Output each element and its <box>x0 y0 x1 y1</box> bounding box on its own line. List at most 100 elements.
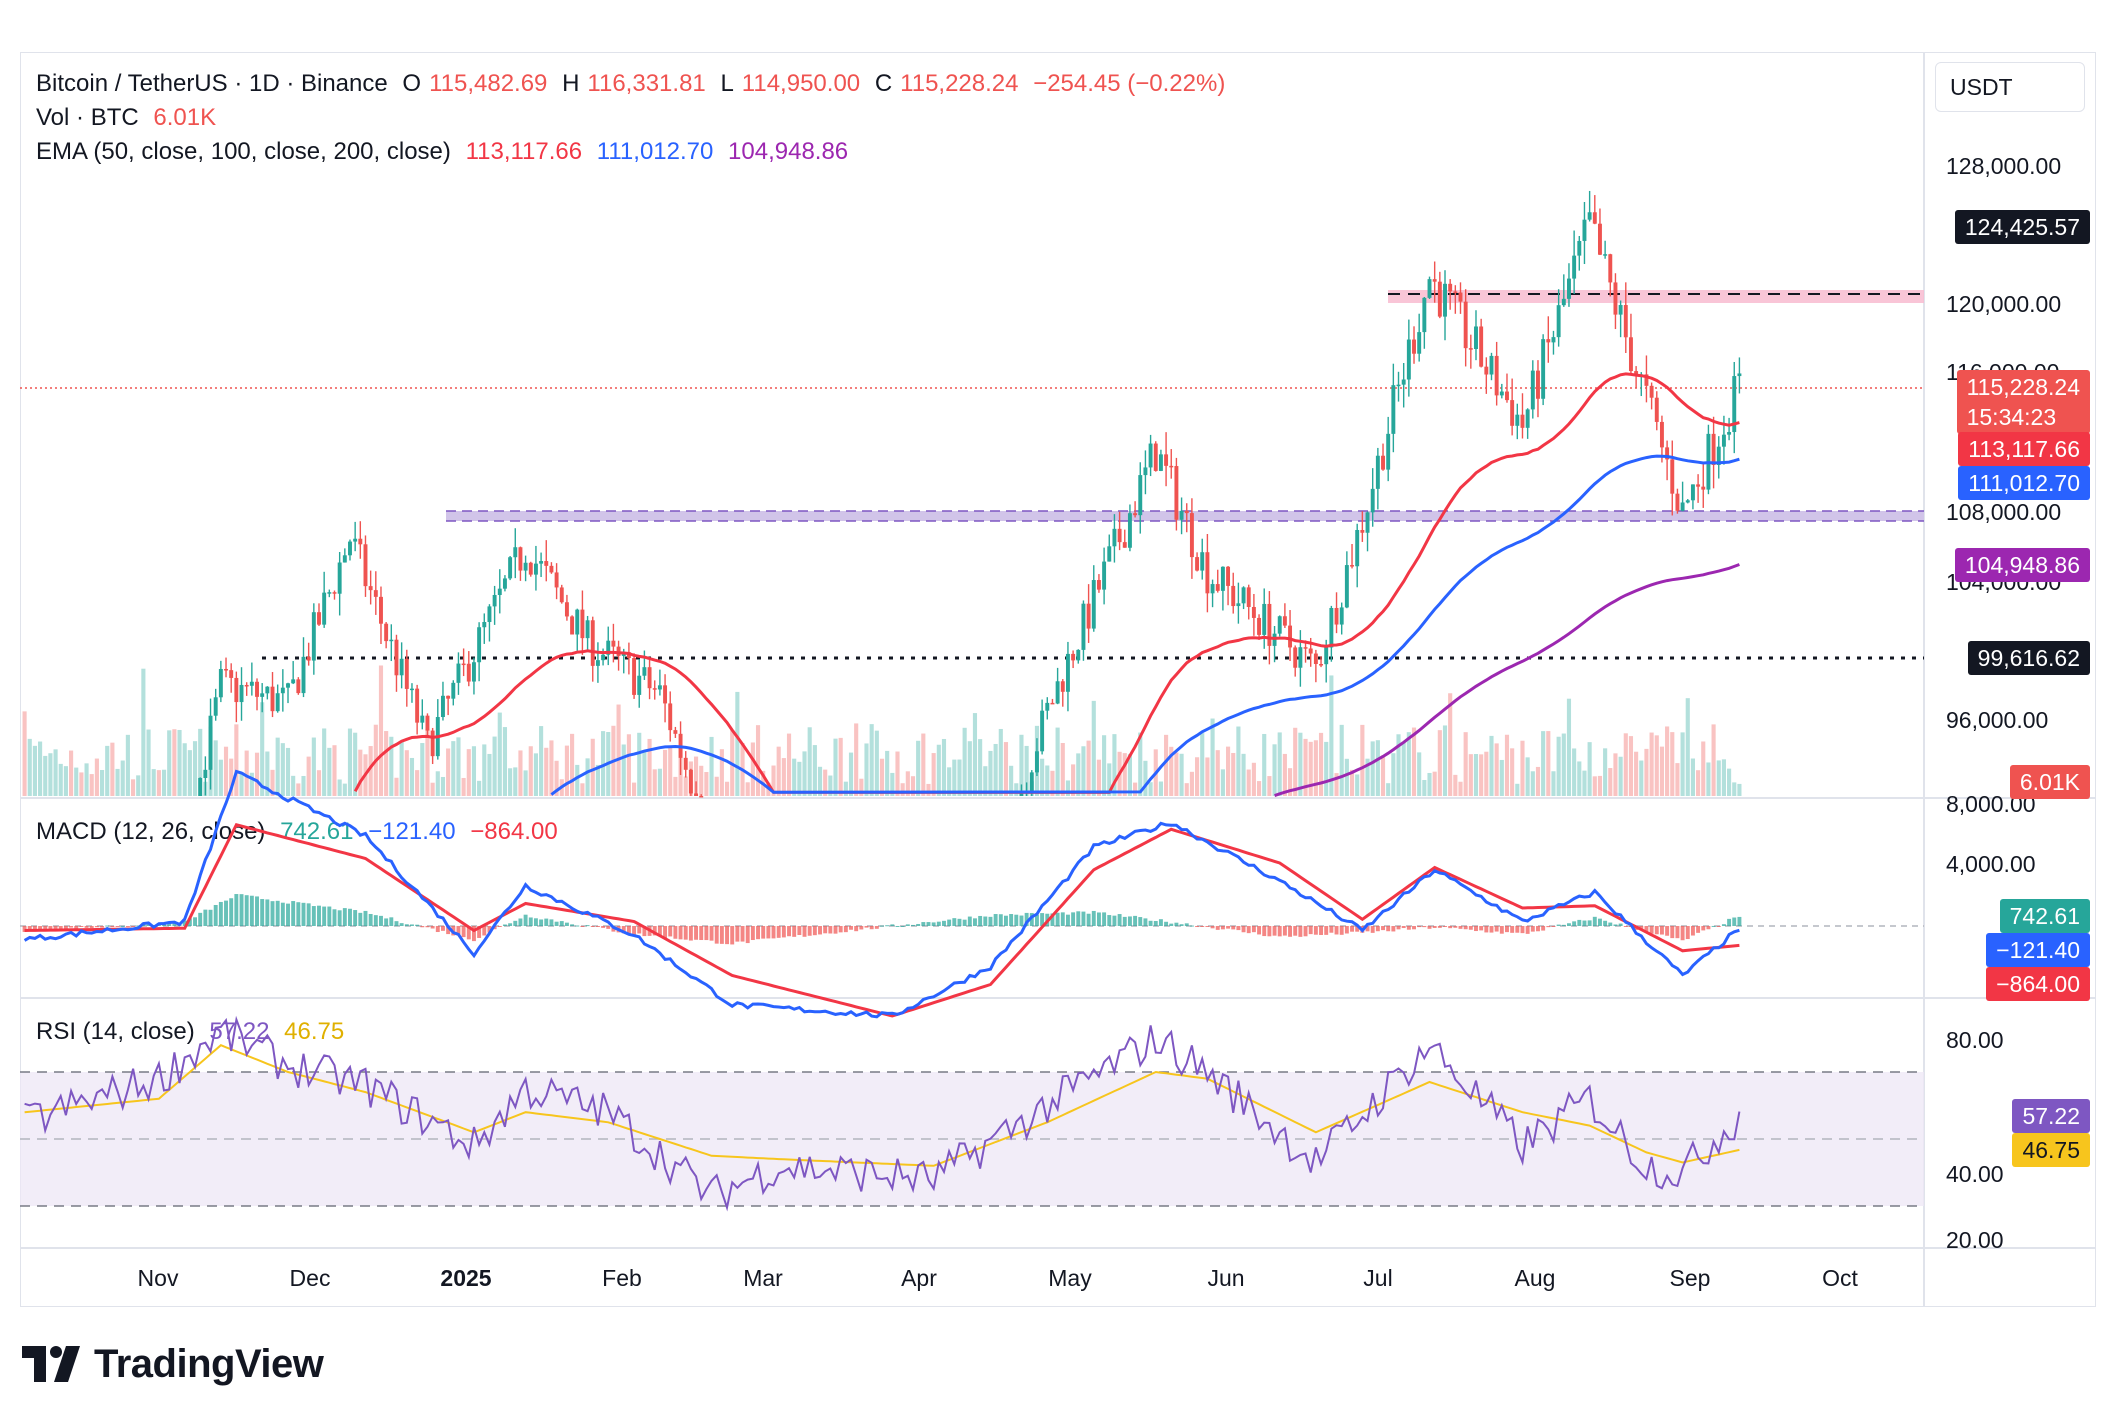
candle-body <box>1484 366 1489 375</box>
macd-histogram-bar <box>1505 926 1509 933</box>
rsi-value-tag: 57.22 <box>2012 1099 2090 1133</box>
low-value: 114,950.00 <box>741 70 861 97</box>
volume-bar <box>1360 724 1365 796</box>
macd-plot[interactable] <box>22 769 1742 1019</box>
volume-bar <box>1386 783 1391 796</box>
candle-body <box>595 660 600 666</box>
candle-body <box>384 623 389 642</box>
macd-histogram-bar <box>187 918 192 926</box>
macd-histogram-bar <box>1086 913 1091 926</box>
symbol-title[interactable]: Bitcoin / TetherUS · 1D · Binance <box>36 70 388 97</box>
currency-button[interactable]: USDT <box>1935 62 2085 112</box>
support-zone[interactable] <box>446 511 1924 521</box>
candle-body <box>570 616 575 635</box>
ath-price-tag: 124,425.57 <box>1954 210 2090 244</box>
volume-bar <box>1442 725 1448 796</box>
volume-bar <box>539 726 544 796</box>
candle-body <box>606 640 611 655</box>
candle-body <box>1288 625 1293 648</box>
candle-body <box>652 688 657 690</box>
volume-bar <box>632 782 637 796</box>
volume-bar <box>285 747 291 796</box>
ema-label[interactable]: EMA (50, close, 100, close, 200, close) <box>36 138 451 165</box>
ema-lines[interactable] <box>353 372 1740 798</box>
macd-histogram-bar <box>1288 926 1293 937</box>
volume-bar <box>1003 742 1009 796</box>
time-tick: Nov <box>138 1265 179 1291</box>
volume-bar <box>936 744 941 796</box>
volume-bar <box>724 781 730 796</box>
macd-histogram-bar <box>1319 926 1324 935</box>
macd-histogram-bar <box>1148 920 1153 926</box>
macd-histogram-bar <box>1267 926 1272 937</box>
macd-histogram-bar <box>745 926 750 944</box>
candle-body <box>626 652 631 659</box>
macd-histogram-bar <box>936 921 941 926</box>
macd-histogram-bar <box>1716 926 1721 927</box>
volume-bar <box>1396 734 1401 796</box>
candle-body <box>1489 355 1494 375</box>
volume-bar <box>781 758 786 796</box>
volume-bar <box>161 769 167 796</box>
macd-histogram-bar <box>1685 926 1690 940</box>
time-tick: Aug <box>1515 1265 1556 1291</box>
ema100-value: 111,012.70 <box>596 138 714 165</box>
macd-histogram-bar <box>306 903 311 926</box>
volume-bar <box>1251 762 1256 796</box>
resistance-zone[interactable] <box>1388 290 1924 303</box>
macd-histogram-bar <box>1081 911 1086 926</box>
candle-body <box>1164 454 1169 466</box>
candle-body <box>1474 326 1478 350</box>
macd-histogram-bar <box>947 919 952 926</box>
volume-bar <box>1566 698 1572 796</box>
volume-label[interactable]: Vol · BTC <box>36 104 139 131</box>
macd-histogram-bar <box>642 926 647 937</box>
macd-histogram-bar <box>1427 926 1432 929</box>
macd-histogram-bar <box>621 926 626 934</box>
macd-histogram-bar <box>1102 912 1107 926</box>
macd-histogram-bar <box>926 922 931 926</box>
candle-body <box>379 596 383 624</box>
volume-bar <box>1499 759 1504 796</box>
macd-histogram-bar <box>1732 917 1737 926</box>
volume-bar <box>1628 736 1634 796</box>
candle-body <box>446 695 451 699</box>
volume-bar <box>549 740 554 796</box>
volume-bar <box>420 743 425 796</box>
candle-body <box>1200 552 1205 571</box>
macd-histogram-bar <box>668 926 673 937</box>
macd-histogram-bar <box>1241 926 1246 933</box>
macd-histogram-bar <box>1721 924 1726 926</box>
candle-body <box>1675 493 1680 511</box>
candles[interactable] <box>198 190 1742 798</box>
candle-body <box>1096 580 1101 590</box>
volume-bar <box>533 753 538 796</box>
macd-histogram-bar <box>1282 926 1287 936</box>
candle-body <box>373 590 378 597</box>
volume-bar <box>1179 753 1184 796</box>
candle-body <box>1267 603 1272 646</box>
candle-body <box>683 757 688 770</box>
candle-body <box>348 541 352 556</box>
volume-bar <box>1727 768 1732 796</box>
macd-histogram-bar <box>477 926 482 938</box>
volume-bar <box>1215 750 1220 796</box>
candle-body <box>590 620 595 666</box>
macd-histogram-bar <box>652 926 657 936</box>
tradingview-logo[interactable]: TradingView <box>22 1342 324 1386</box>
candle-body <box>311 612 316 661</box>
volume-bar <box>1127 754 1132 796</box>
macd-histogram-bar <box>740 926 745 942</box>
volume-bar <box>797 761 802 796</box>
candle-body <box>1510 400 1515 426</box>
macd-histogram-bar <box>1293 926 1298 936</box>
candle-body <box>1701 486 1706 490</box>
rsi-label[interactable]: RSI (14, close) <box>36 1018 195 1045</box>
macd-histogram-bar <box>1195 926 1200 928</box>
macd-histogram-bar <box>1706 926 1711 930</box>
macd-histogram-bar <box>399 923 404 926</box>
candle-body <box>1603 254 1608 256</box>
rsi-plot[interactable] <box>24 1015 1741 1212</box>
candle-body <box>1210 584 1215 594</box>
